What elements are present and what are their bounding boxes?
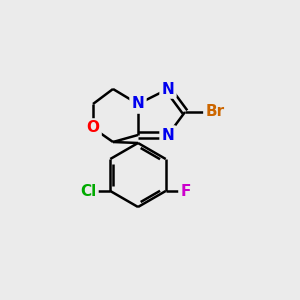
Text: O: O (86, 121, 100, 136)
Text: N: N (162, 82, 174, 97)
Text: Cl: Cl (80, 184, 96, 199)
Text: N: N (162, 128, 174, 142)
Text: F: F (181, 184, 191, 199)
Text: Br: Br (206, 104, 225, 119)
Text: N: N (132, 97, 144, 112)
